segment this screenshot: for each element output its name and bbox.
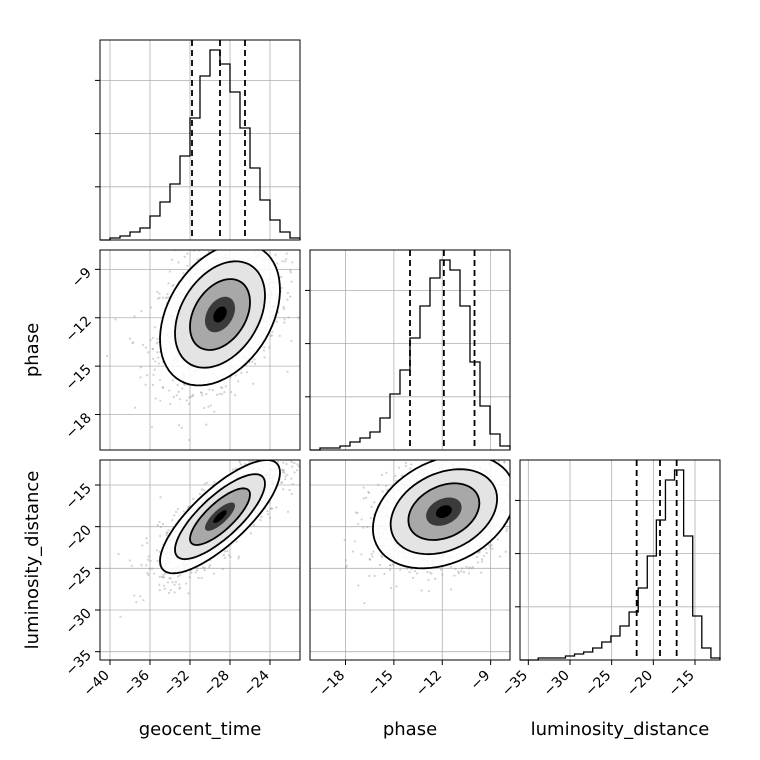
xaxis-label-phase: phase — [383, 719, 437, 740]
contour-peak — [435, 505, 452, 518]
xtick-label-luminosity_distance: −25 — [582, 668, 614, 700]
contour-line-0 — [371, 460, 510, 570]
histogram-geocent_time — [100, 49, 301, 241]
ytick-label-phase: −15 — [63, 362, 95, 394]
xtick-label-geocent_time: −32 — [161, 668, 193, 700]
ytick-label-phase: −9 — [69, 265, 95, 291]
contour-line-1 — [174, 260, 266, 369]
ytick-label-phase: −12 — [63, 313, 95, 345]
ytick-label-luminosity_distance: −15 — [63, 481, 95, 513]
contour-line-2 — [189, 487, 251, 546]
xaxis-label-luminosity_distance: luminosity_distance — [531, 719, 710, 740]
yaxis-label-luminosity_distance: luminosity_distance — [22, 471, 43, 650]
contour-peak — [213, 510, 227, 523]
contour-peak — [213, 306, 227, 323]
contour-line-2 — [189, 278, 251, 351]
xtick-label-phase: −18 — [316, 668, 348, 700]
scatter-phase|geocent_time — [106, 250, 300, 442]
yaxis-label-phase: phase — [22, 323, 43, 377]
panel-frame — [99, 39, 301, 241]
histogram-phase — [310, 259, 511, 451]
ytick-label-luminosity_distance: −20 — [63, 522, 95, 554]
panel-frame — [309, 459, 511, 661]
xtick-label-geocent_time: −28 — [201, 668, 233, 700]
contour-line-0 — [159, 460, 281, 575]
ytick-label-luminosity_distance: −25 — [63, 564, 95, 596]
xaxis-label-geocent_time: geocent_time — [139, 719, 262, 740]
xtick-label-phase: −15 — [364, 668, 396, 700]
xtick-label-luminosity_distance: −20 — [624, 668, 656, 700]
ytick-label-phase: −18 — [63, 410, 95, 442]
panel-frame — [99, 459, 301, 661]
xtick-label-phase: −12 — [413, 668, 445, 700]
scatter-luminosity_distance|geocent_time — [117, 460, 300, 618]
scatter-luminosity_distance|phase — [343, 460, 510, 605]
ytick-label-luminosity_distance: −35 — [63, 647, 95, 679]
xtick-label-luminosity_distance: −15 — [666, 668, 698, 700]
xtick-label-geocent_time: −24 — [241, 667, 273, 699]
contour-line-1 — [174, 473, 266, 561]
histogram-luminosity_distance — [520, 469, 721, 661]
ytick-label-luminosity_distance: −30 — [63, 606, 95, 638]
panel-frame — [309, 249, 511, 451]
xtick-label-phase: −9 — [468, 668, 494, 694]
xtick-label-luminosity_distance: −35 — [499, 668, 531, 700]
panel-frame — [519, 459, 721, 661]
xtick-label-geocent_time: −36 — [121, 667, 153, 699]
contour-line-1 — [389, 468, 499, 556]
contour-line-0 — [159, 250, 281, 387]
xtick-label-luminosity_distance: −30 — [541, 668, 573, 700]
xtick-label-geocent_time: −40 — [81, 668, 113, 700]
panel-grid-2-2 — [520, 460, 720, 660]
contour-line-2 — [407, 482, 481, 541]
panel-frame — [99, 249, 301, 451]
